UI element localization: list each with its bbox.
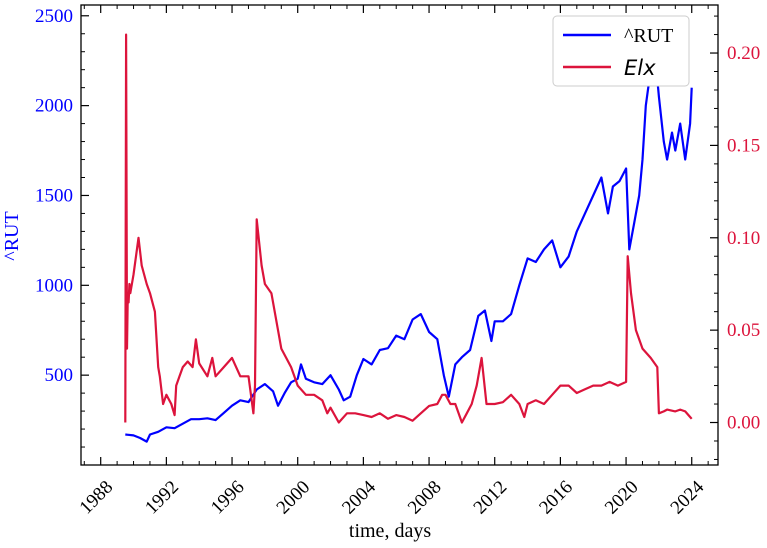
x-tick-label: 2012 <box>470 477 512 519</box>
legend-box <box>552 15 690 87</box>
x-tick-label: 2008 <box>404 477 446 519</box>
series-lines <box>124 33 693 443</box>
y-left-tick-label: 500 <box>45 365 74 386</box>
y-axis-label-left: ^RUT <box>1 211 23 260</box>
y-right-tick-label: 0.00 <box>727 413 760 434</box>
y-right-tick-label: 0.20 <box>727 43 760 64</box>
x-tick-label: 1988 <box>76 477 118 519</box>
y-left-tick-label: 1500 <box>35 185 73 206</box>
x-tick-label: 2000 <box>273 477 315 519</box>
x-tick-label: 1992 <box>141 477 183 519</box>
legend-label-elx: Elx <box>624 56 656 80</box>
y-right-tick-label: 0.05 <box>727 320 760 341</box>
series-line-rut <box>125 59 693 443</box>
plot-frame <box>80 4 719 466</box>
x-tick-label: 2024 <box>667 476 709 518</box>
legend-label-rut: ^RUT <box>624 25 673 47</box>
x-axis-label: time, days <box>349 520 431 542</box>
series-line-elx <box>124 33 693 424</box>
x-tick-label: 2020 <box>601 477 643 519</box>
y-right-tick-label: 0.10 <box>727 228 760 249</box>
y-left-tick-label: 1000 <box>35 275 73 296</box>
y-right-tick-label: 0.15 <box>727 135 760 156</box>
x-tick-label: 1996 <box>207 477 249 519</box>
x-tick-label: 2016 <box>535 477 577 519</box>
legend: ^RUT Elx <box>552 15 690 87</box>
x-tick-label: 2004 <box>338 476 380 518</box>
y-left-tick-label: 2000 <box>35 96 73 117</box>
y-left-tick-label: 2500 <box>35 6 73 27</box>
